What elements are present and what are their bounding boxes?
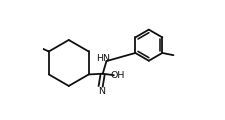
Text: HN: HN (96, 54, 110, 63)
Text: N: N (98, 87, 105, 96)
Text: OH: OH (111, 71, 125, 80)
